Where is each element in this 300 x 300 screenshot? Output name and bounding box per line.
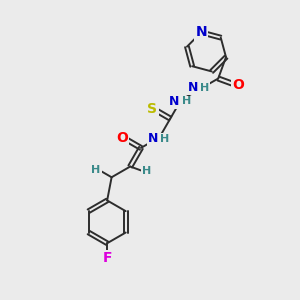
- Text: H: H: [142, 166, 152, 176]
- Text: F: F: [102, 251, 112, 265]
- Text: H: H: [92, 165, 100, 175]
- Text: H: H: [160, 134, 170, 144]
- Text: S: S: [147, 102, 158, 116]
- Text: H: H: [200, 83, 210, 93]
- Text: N: N: [188, 81, 198, 94]
- Text: O: O: [116, 130, 128, 145]
- Text: N: N: [148, 132, 158, 145]
- Text: O: O: [232, 78, 244, 92]
- Text: N: N: [169, 95, 180, 108]
- Text: N: N: [195, 26, 207, 39]
- Text: H: H: [182, 97, 191, 106]
